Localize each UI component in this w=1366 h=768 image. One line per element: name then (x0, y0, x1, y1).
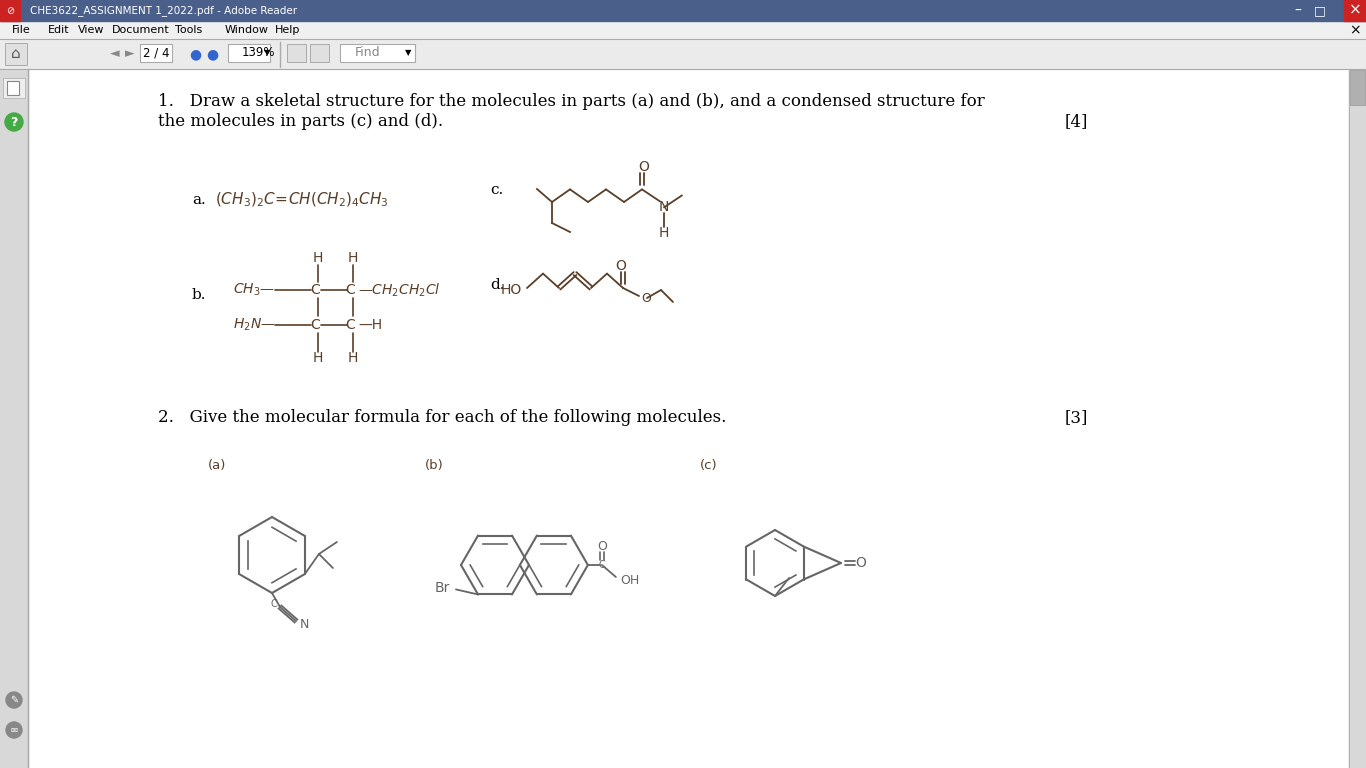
Bar (228, 44, 270, 62)
Text: ⌂: ⌂ (11, 47, 20, 61)
Text: C: C (310, 318, 320, 332)
Text: ×: × (1350, 23, 1361, 37)
Text: (b): (b) (425, 458, 444, 472)
Text: 1.   Draw a skeletal structure for the molecules in parts (a) and (b), and a con: 1. Draw a skeletal structure for the mol… (158, 94, 985, 111)
Text: ✉: ✉ (11, 726, 18, 734)
Bar (5, 43, 27, 65)
Text: 2.   Give the molecular formula for each of the following molecules.: 2. Give the molecular formula for each o… (158, 409, 727, 426)
Text: 2 / 4: 2 / 4 (143, 47, 169, 59)
Text: ▼: ▼ (404, 48, 411, 58)
Circle shape (5, 692, 22, 708)
Text: (c): (c) (699, 458, 717, 472)
Bar (0, 0, 20, 21)
Bar (1350, 70, 1365, 105)
Text: H: H (313, 351, 324, 365)
Text: Br: Br (434, 581, 449, 595)
Bar (0, 69, 27, 768)
Text: O: O (855, 556, 866, 570)
Text: O: O (641, 292, 650, 304)
Text: C: C (346, 283, 355, 297)
Text: □: □ (1314, 4, 1326, 17)
Bar (1344, 0, 1366, 21)
Text: —$CH_2CH_2Cl$: —$CH_2CH_2Cl$ (358, 281, 441, 299)
Text: N: N (301, 618, 309, 631)
Text: Document: Document (112, 25, 169, 35)
Text: ●: ● (189, 47, 201, 61)
Text: ⊘: ⊘ (5, 5, 14, 15)
Text: C: C (310, 283, 320, 297)
Text: Window: Window (225, 25, 269, 35)
Circle shape (5, 113, 23, 131)
Text: C: C (270, 599, 277, 609)
Bar (3, 78, 25, 98)
Text: c.: c. (490, 183, 503, 197)
Text: N: N (658, 200, 669, 214)
Text: Help: Help (275, 25, 301, 35)
Text: H: H (313, 251, 324, 265)
Bar (7, 81, 19, 95)
Circle shape (5, 722, 22, 738)
Text: C: C (598, 560, 605, 570)
Text: CHE3622_ASSIGNMENT 1_2022.pdf - Adobe Reader: CHE3622_ASSIGNMENT 1_2022.pdf - Adobe Re… (30, 5, 298, 16)
Bar (310, 44, 329, 62)
Text: (a): (a) (208, 458, 227, 472)
Text: ●: ● (206, 47, 219, 61)
Text: ?: ? (11, 115, 18, 128)
Text: HO: HO (501, 283, 522, 297)
Text: Edit: Edit (48, 25, 70, 35)
Text: View: View (78, 25, 105, 35)
Text: b.: b. (193, 288, 206, 302)
Bar (340, 44, 415, 62)
Text: the molecules in parts (c) and (d).: the molecules in parts (c) and (d). (158, 114, 443, 131)
Text: a.: a. (193, 193, 206, 207)
Text: ►: ► (126, 48, 135, 61)
Text: –: – (1295, 4, 1302, 18)
Text: O: O (597, 541, 607, 554)
Text: —H: —H (358, 318, 382, 332)
Text: $H_2N$—: $H_2N$— (234, 317, 276, 333)
Bar (287, 44, 306, 62)
Bar (139, 44, 172, 62)
Text: [4]: [4] (1065, 114, 1089, 131)
Text: d.: d. (490, 278, 504, 292)
Bar (1350, 69, 1366, 768)
Text: ▼: ▼ (264, 48, 270, 58)
Text: File: File (12, 25, 31, 35)
Bar (0, 0, 1366, 21)
Text: H: H (348, 251, 358, 265)
Text: $(CH_3)_2C\!=\!CH(CH_2)_4CH_3$: $(CH_3)_2C\!=\!CH(CH_2)_4CH_3$ (214, 190, 389, 209)
Bar (0, 21, 1366, 39)
Text: 139%: 139% (242, 47, 276, 59)
Text: O: O (616, 259, 627, 273)
Text: OH: OH (620, 574, 639, 588)
Text: Find: Find (355, 47, 381, 59)
Text: $CH_3$—: $CH_3$— (234, 282, 275, 298)
Text: Tools: Tools (175, 25, 202, 35)
Text: ✎: ✎ (10, 695, 18, 705)
Text: O: O (638, 161, 649, 174)
Text: [3]: [3] (1065, 409, 1089, 426)
Text: ×: × (1348, 3, 1362, 18)
Bar (0, 39, 1366, 69)
Text: ◄: ◄ (111, 48, 120, 61)
Text: C: C (346, 318, 355, 332)
Text: H: H (658, 227, 669, 240)
Text: H: H (348, 351, 358, 365)
